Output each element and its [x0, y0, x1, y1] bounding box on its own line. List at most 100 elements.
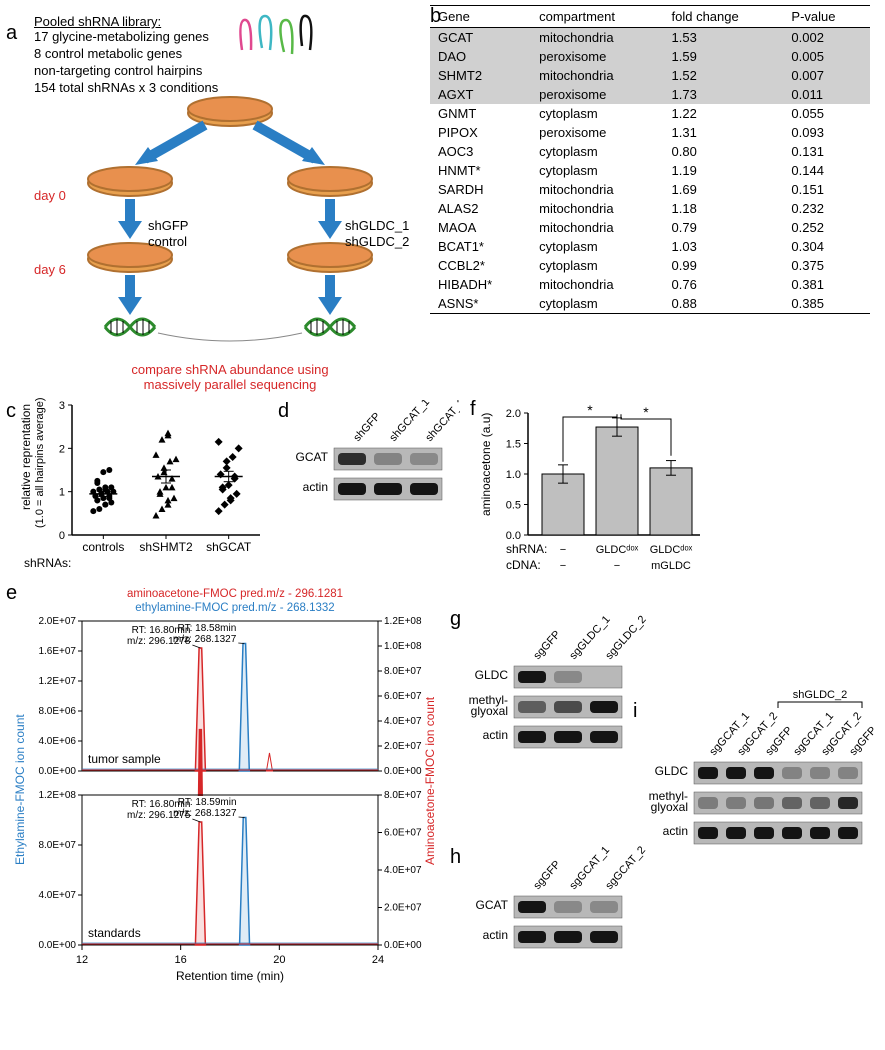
compare-text: compare shRNA abundance usingmassively p… — [105, 362, 355, 392]
table-cell: ALAS2 — [430, 199, 531, 218]
svg-text:1.6E+07: 1.6E+07 — [38, 646, 76, 657]
svg-text:0.0: 0.0 — [506, 530, 521, 542]
svg-text:shRNA:: shRNA: — [506, 542, 547, 556]
table-cell: 0.002 — [783, 28, 870, 48]
svg-text:GLDC: GLDC — [475, 668, 509, 682]
svg-text:2.0E+07: 2.0E+07 — [384, 903, 422, 914]
table-row: SHMT2mitochondria1.520.007 — [430, 66, 870, 85]
svg-text:−: − — [560, 544, 566, 556]
svg-text:m/z: 268.1327: m/z: 268.1327 — [173, 808, 237, 819]
table-cell: DAO — [430, 47, 531, 66]
table-cell: mitochondria — [531, 199, 663, 218]
table-row: BCAT1*cytoplasm1.030.304 — [430, 237, 870, 256]
panel-e-chromatogram: aminoacetone-FMOC pred.m/z - 296.1281eth… — [10, 585, 440, 1015]
svg-text:glyoxal: glyoxal — [471, 704, 508, 718]
shgldc2-label: shGLDC_2 — [345, 234, 409, 249]
table-row: GNMTcytoplasm1.220.055 — [430, 104, 870, 123]
svg-text:actin: actin — [483, 728, 508, 742]
table-cell: 1.22 — [664, 104, 784, 123]
table-row: DAOperoxisome1.590.005 — [430, 47, 870, 66]
table-row: HNMT*cytoplasm1.190.144 — [430, 161, 870, 180]
table-cell: SARDH — [430, 180, 531, 199]
table-header: compartment — [531, 6, 663, 28]
table-row: MAOAmitochondria0.790.252 — [430, 218, 870, 237]
table-cell: 1.31 — [664, 123, 784, 142]
svg-text:cDNA:: cDNA: — [506, 558, 541, 572]
table-cell: 1.73 — [664, 85, 784, 104]
panel-d-blot: shGFPshGCAT_1shGCAT_2GCATactin — [280, 400, 450, 533]
table-cell: GCAT — [430, 28, 531, 48]
svg-text:1.2E+08: 1.2E+08 — [38, 790, 76, 801]
svg-text:RT: 18.59min: RT: 18.59min — [178, 797, 237, 808]
table-cell: BCAT1* — [430, 237, 531, 256]
table-row: SARDHmitochondria1.690.151 — [430, 180, 870, 199]
table-cell: mitochondria — [531, 66, 663, 85]
panel-a: Pooled shRNA library: 17 glycine-metabol… — [30, 10, 410, 392]
svg-text:shGLDC_2: shGLDC_2 — [793, 690, 847, 701]
table-cell: 0.093 — [783, 123, 870, 142]
control-label: control — [148, 234, 187, 249]
library-item: 8 control metabolic genes — [34, 46, 218, 63]
table-cell: mitochondria — [531, 275, 663, 294]
table-cell: 0.381 — [783, 275, 870, 294]
svg-text:shGCAT: shGCAT — [206, 540, 252, 554]
svg-text:standards: standards — [88, 926, 141, 940]
panel-g-blot: sgGFPsgGLDC_1sgGLDC_2GLDCmethyl-glyoxala… — [460, 610, 640, 793]
svg-text:*: * — [587, 402, 593, 418]
svg-text:0.5: 0.5 — [506, 500, 521, 512]
table-cell: cytoplasm — [531, 161, 663, 180]
table-cell: 0.76 — [664, 275, 784, 294]
table-cell: 1.59 — [664, 47, 784, 66]
svg-text:GLDC: GLDC — [655, 764, 689, 778]
svg-text:GLDCᵈᵒˣ: GLDCᵈᵒˣ — [650, 544, 693, 556]
svg-text:2.0E+07: 2.0E+07 — [384, 741, 422, 752]
svg-text:16: 16 — [175, 954, 187, 966]
svg-text:1.0E+08: 1.0E+08 — [384, 641, 422, 652]
svg-text:m/z: 268.1327: m/z: 268.1327 — [173, 634, 237, 645]
svg-text:(1.0 = all hairpins average): (1.0 = all hairpins average) — [34, 397, 46, 528]
table-cell: 0.232 — [783, 199, 870, 218]
table-cell: mitochondria — [531, 28, 663, 48]
table-cell: GNMT — [430, 104, 531, 123]
table-cell: 0.252 — [783, 218, 870, 237]
table-cell: mitochondria — [531, 218, 663, 237]
svg-text:GCAT: GCAT — [296, 450, 329, 464]
panel-f-barchart: 0.00.51.01.52.0aminoacetone (a.u)**shRNA… — [470, 395, 720, 585]
table-cell: peroxisome — [531, 85, 663, 104]
hairpin-icons — [232, 10, 317, 60]
svg-text:sgGFP: sgGFP — [531, 859, 563, 892]
svg-text:shSHMT2: shSHMT2 — [139, 540, 193, 554]
svg-text:Aminoacetone-FMOC ion count: Aminoacetone-FMOC ion count — [423, 696, 437, 865]
svg-text:shGFP: shGFP — [351, 411, 383, 444]
svg-text:aminoacetone (a.u): aminoacetone (a.u) — [479, 413, 493, 516]
table-cell: 0.144 — [783, 161, 870, 180]
svg-text:controls: controls — [82, 540, 124, 554]
table-header: Gene — [430, 6, 531, 28]
table-row: HIBADH*mitochondria0.760.381 — [430, 275, 870, 294]
panel-c-scatter: 0123relative reprentation(1.0 = all hair… — [10, 395, 270, 575]
svg-text:8.0E+07: 8.0E+07 — [384, 666, 422, 677]
svg-text:Ethylamine-FMOC ion count: Ethylamine-FMOC ion count — [13, 714, 27, 865]
svg-text:GLDCᵈᵒˣ: GLDCᵈᵒˣ — [596, 544, 639, 556]
svg-text:2.0E+07: 2.0E+07 — [38, 616, 76, 627]
svg-text:actin: actin — [483, 928, 508, 942]
table-cell: HNMT* — [430, 161, 531, 180]
panel-i-blot: shGLDC_2sgGCAT_1sgGCAT_2sgGFPsgGCAT_1sgG… — [640, 690, 880, 903]
day6-label: day 6 — [34, 262, 66, 277]
svg-text:0.0E+00: 0.0E+00 — [384, 766, 422, 777]
svg-text:*: * — [643, 404, 649, 420]
panel-b-table: Genecompartmentfold changeP-value GCATmi… — [430, 5, 870, 314]
svg-text:RT: 18.58min: RT: 18.58min — [178, 623, 237, 634]
table-header: fold change — [664, 6, 784, 28]
svg-text:4.0E+06: 4.0E+06 — [38, 736, 76, 747]
svg-text:6.0E+07: 6.0E+07 — [384, 691, 422, 702]
svg-text:2: 2 — [59, 443, 65, 455]
svg-text:4.0E+07: 4.0E+07 — [384, 865, 422, 876]
svg-text:1.5: 1.5 — [506, 439, 521, 451]
library-item: non-targeting control hairpins — [34, 63, 218, 80]
table-cell: 0.007 — [783, 66, 870, 85]
svg-text:shRNAs:: shRNAs: — [24, 556, 71, 570]
table-cell: 0.375 — [783, 256, 870, 275]
svg-text:ethylamine-FMOC pred.m/z - 268: ethylamine-FMOC pred.m/z - 268.1332 — [135, 602, 334, 614]
table-cell: MAOA — [430, 218, 531, 237]
